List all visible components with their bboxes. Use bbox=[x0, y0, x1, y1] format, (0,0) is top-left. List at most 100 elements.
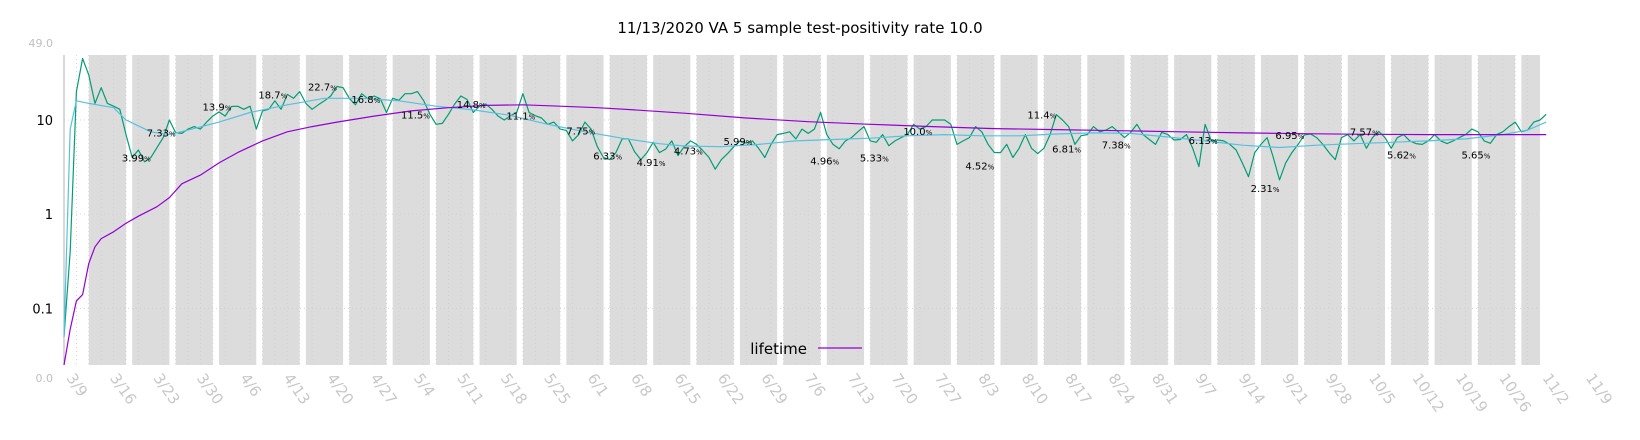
week-band bbox=[479, 55, 517, 365]
x-tick-label: 4/13 bbox=[280, 370, 314, 408]
annotation-unit: % bbox=[615, 153, 622, 161]
value-annotation: 5.99% bbox=[723, 137, 752, 148]
annotation-value: 16.8 bbox=[351, 95, 373, 106]
week-band bbox=[1304, 55, 1342, 365]
x-tick-label: 6/1 bbox=[584, 370, 613, 400]
annotation-value: 11.4 bbox=[1027, 111, 1049, 122]
annotation-value: 14.8 bbox=[457, 100, 479, 111]
annotation-value: 5.99 bbox=[723, 137, 745, 148]
value-annotations: 3.99%7.33%13.9%18.7%22.7%16.8%11.5%14.8%… bbox=[122, 82, 1491, 194]
x-tick-label: 5/4 bbox=[410, 370, 439, 400]
annotation-value: 18.7 bbox=[258, 90, 280, 101]
value-annotation: 5.62% bbox=[1387, 151, 1416, 162]
x-tick-label: 7/20 bbox=[888, 370, 922, 408]
annotation-unit: % bbox=[1050, 113, 1057, 121]
x-tick-label: 8/31 bbox=[1148, 370, 1182, 408]
week-band bbox=[1434, 55, 1472, 365]
x-tick-label: 3/23 bbox=[150, 370, 184, 408]
x-tick-label: 10/19 bbox=[1452, 370, 1492, 416]
week-band bbox=[913, 55, 951, 365]
value-annotation: 22.7% bbox=[308, 82, 337, 93]
annotation-unit: % bbox=[1298, 133, 1305, 141]
x-tick-label: 4/6 bbox=[236, 370, 265, 400]
annotation-value: 4.96 bbox=[810, 157, 832, 168]
x-tick-label: 6/15 bbox=[670, 370, 704, 408]
series-line bbox=[63, 104, 1547, 366]
annotation-unit: % bbox=[696, 149, 703, 157]
annotation-unit: % bbox=[529, 114, 536, 122]
x-tick-label: 7/27 bbox=[931, 370, 965, 408]
x-tick-label: 3/16 bbox=[106, 370, 140, 408]
annotation-unit: % bbox=[659, 160, 666, 168]
week-band bbox=[175, 55, 213, 365]
week-band bbox=[392, 55, 430, 365]
annotation-unit: % bbox=[1409, 153, 1416, 161]
annotation-value: 5.33 bbox=[860, 153, 882, 164]
value-annotation: 7.33% bbox=[147, 129, 176, 140]
x-tick-label: 5/11 bbox=[453, 370, 487, 408]
series-line bbox=[63, 57, 1547, 337]
week-band bbox=[783, 55, 821, 365]
annotation-value: 4.91 bbox=[637, 158, 659, 169]
annotation-value: 6.81 bbox=[1052, 144, 1074, 155]
value-annotation: 6.95% bbox=[1275, 131, 1304, 142]
value-annotation: 4.52% bbox=[965, 161, 994, 172]
x-tick-label: 5/25 bbox=[540, 370, 574, 408]
x-tick-label: 3/9 bbox=[63, 370, 92, 400]
week-band bbox=[1217, 55, 1255, 365]
value-annotation: 4.96% bbox=[810, 157, 839, 168]
x-tick-label: 8/17 bbox=[1061, 370, 1095, 408]
week-band bbox=[826, 55, 865, 365]
value-annotation: 10.0% bbox=[903, 127, 932, 138]
value-annotation: 4.91% bbox=[637, 158, 666, 169]
week-band bbox=[1000, 55, 1038, 365]
x-tick-label: 6/29 bbox=[757, 370, 791, 408]
x-tick-label: 9/7 bbox=[1191, 370, 1220, 400]
y-axis-ticks: 0.1 1 10 49.0 0.0 bbox=[29, 37, 54, 385]
value-annotation: 18.7% bbox=[258, 90, 287, 101]
chart-title: 11/13/2020 VA 5 sample test-positivity r… bbox=[617, 19, 982, 37]
week-band bbox=[349, 55, 387, 365]
y-min-label: 0.0 bbox=[36, 372, 54, 385]
annotation-value: 11.1 bbox=[506, 112, 528, 123]
week-band bbox=[1521, 55, 1540, 365]
value-annotation: 6.13% bbox=[1189, 136, 1218, 147]
value-annotation: 11.1% bbox=[506, 112, 535, 123]
value-annotation: 4.73% bbox=[674, 147, 703, 158]
week-band bbox=[305, 55, 344, 365]
x-tick-label: 10/5 bbox=[1365, 370, 1399, 408]
y-tick-label: 1 bbox=[45, 208, 53, 223]
annotation-unit: % bbox=[1211, 138, 1218, 146]
annotation-value: 10.0 bbox=[903, 127, 925, 138]
value-annotation: 16.8% bbox=[351, 95, 380, 106]
annotation-value: 6.95 bbox=[1275, 131, 1297, 142]
x-tick-label: 10/26 bbox=[1495, 370, 1535, 416]
series-line bbox=[63, 97, 1547, 337]
annotation-value: 6.33 bbox=[593, 151, 615, 162]
value-annotation: 7.38% bbox=[1102, 140, 1131, 151]
x-tick-label: 3/30 bbox=[193, 370, 227, 408]
week-band bbox=[1087, 55, 1125, 365]
x-tick-label: 8/10 bbox=[1018, 370, 1052, 408]
annotation-value: 13.9 bbox=[203, 103, 225, 114]
week-band bbox=[696, 55, 734, 365]
x-tick-label: 8/3 bbox=[974, 370, 1003, 400]
annotation-unit: % bbox=[988, 163, 995, 171]
annotation-value: 7.33 bbox=[147, 129, 169, 140]
week-band bbox=[609, 55, 647, 365]
annotation-unit: % bbox=[1124, 142, 1131, 150]
annotation-unit: % bbox=[589, 128, 596, 136]
x-tick-label: 8/24 bbox=[1105, 370, 1139, 408]
week-band bbox=[1043, 55, 1082, 365]
annotation-value: 4.73 bbox=[674, 147, 696, 158]
annotation-unit: % bbox=[1484, 153, 1491, 161]
annotation-unit: % bbox=[746, 139, 753, 147]
week-band bbox=[739, 55, 778, 365]
x-tick-label: 9/28 bbox=[1322, 370, 1356, 408]
value-annotation: 5.65% bbox=[1461, 151, 1490, 162]
annotation-value: 11.5 bbox=[401, 110, 423, 121]
annotation-unit: % bbox=[833, 159, 840, 167]
value-annotation: 5.33% bbox=[860, 153, 889, 164]
annotation-unit: % bbox=[479, 102, 486, 110]
